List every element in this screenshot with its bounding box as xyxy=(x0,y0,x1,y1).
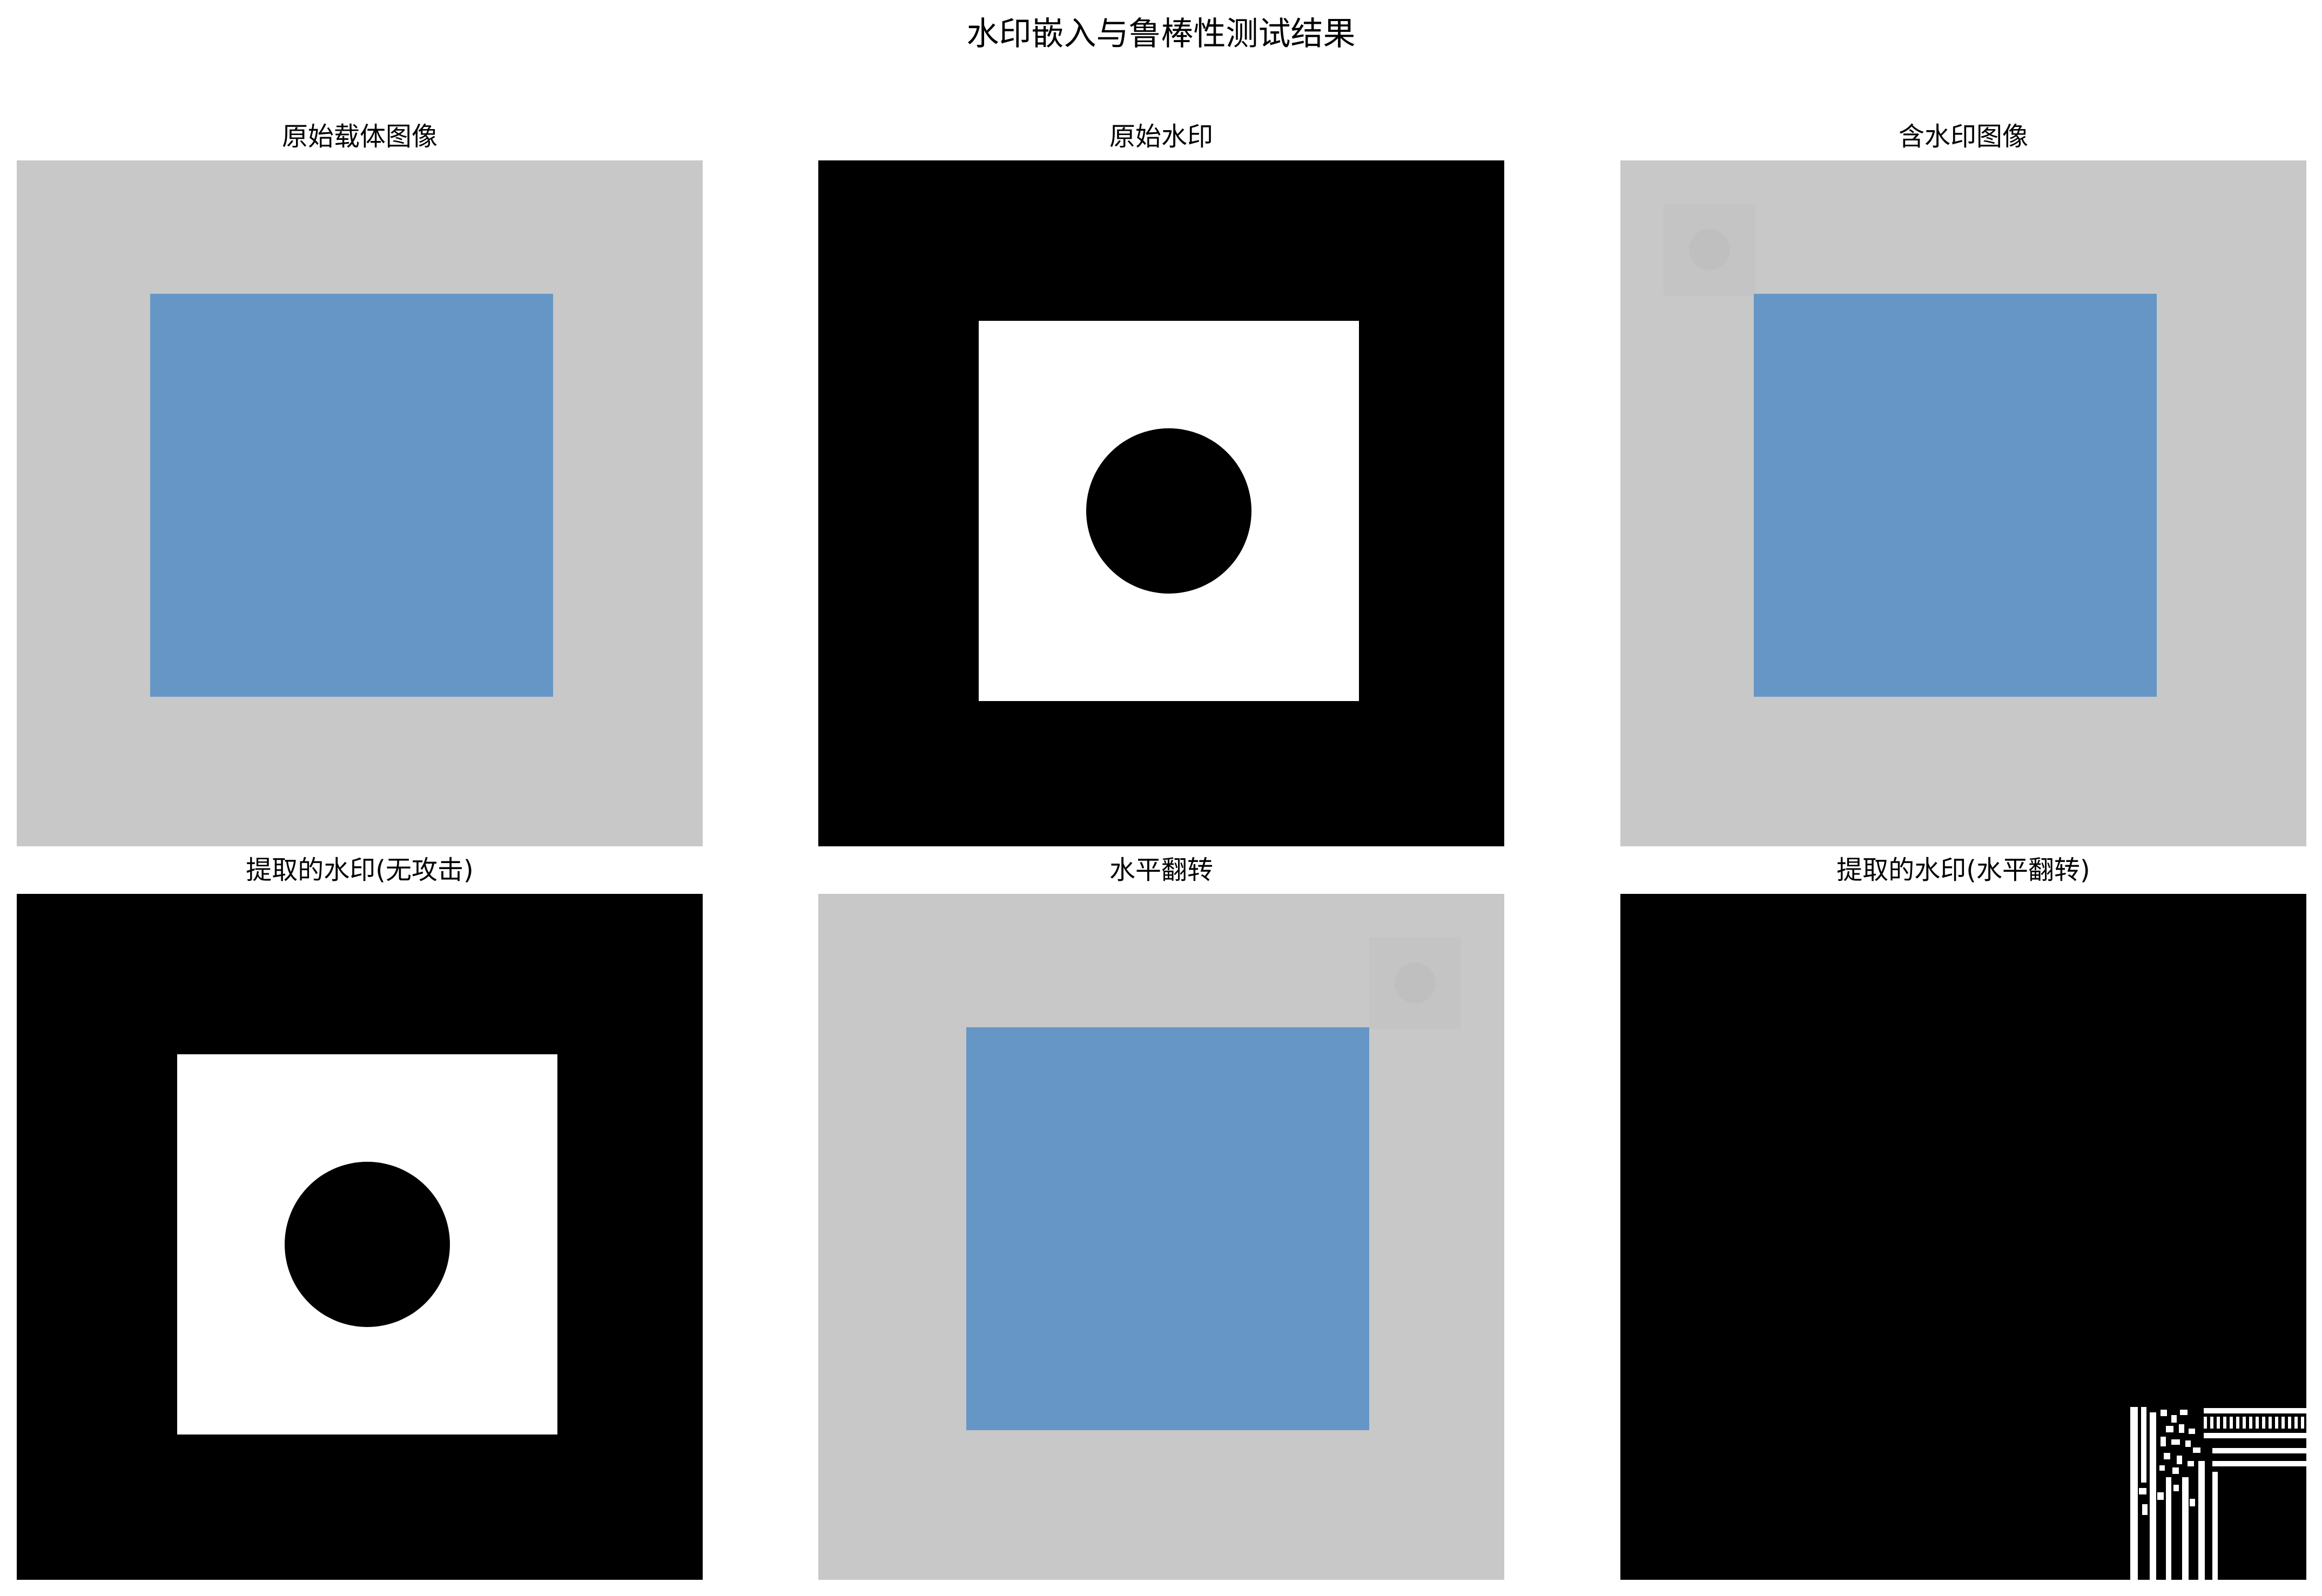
panel-title-original-watermark: 原始水印 xyxy=(1109,122,1213,152)
horizontal-flip-image xyxy=(818,894,1504,1580)
watermarked-image xyxy=(1620,160,2306,846)
carrier-blue-square xyxy=(1754,294,2157,697)
embedded-mark-ghost-circle xyxy=(1395,962,1436,1004)
original-watermark-image xyxy=(818,160,1504,846)
original-carrier-image xyxy=(17,160,703,846)
carrier-blue-square xyxy=(150,294,553,697)
panel-title-original-carrier: 原始载体图像 xyxy=(281,122,438,152)
panel-title-horizontal-flip: 水平翻转 xyxy=(1109,855,1213,885)
watermark-black-circle xyxy=(285,1162,450,1327)
panel-title-extracted-flip: 提取的水印(水平翻转) xyxy=(1836,855,2090,885)
extracted-watermark-no-attack xyxy=(17,894,703,1580)
extracted-noise-pattern xyxy=(2130,1407,2306,1580)
carrier-blue-square xyxy=(966,1027,1369,1430)
panel-title-watermarked: 含水印图像 xyxy=(1898,122,2028,152)
figure-title: 水印嵌入与鲁棒性测试结果 xyxy=(966,15,1356,53)
embedded-mark-ghost-circle xyxy=(1689,229,1730,270)
watermark-black-circle xyxy=(1086,428,1251,594)
panel-title-extracted-no-attack: 提取的水印(无攻击) xyxy=(246,855,474,885)
extracted-watermark-horizontal-flip xyxy=(1620,894,2306,1580)
